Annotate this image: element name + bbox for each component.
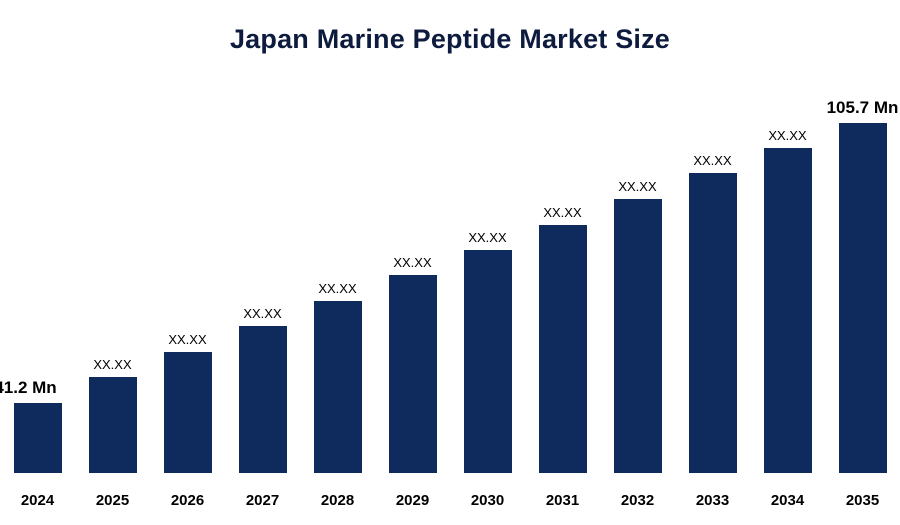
- bar-column-2025: XX.XX 2025: [75, 357, 150, 509]
- bar-2033: [688, 173, 737, 473]
- bar-column-2030: XX.XX 2030: [450, 230, 525, 509]
- bar-column-2026: XX.XX 2026: [150, 332, 225, 509]
- bar-column-2032: XX.XX 2032: [600, 179, 675, 509]
- x-axis-label-2033: 2033: [695, 492, 730, 509]
- bar-value-label-2029: XX.XX: [393, 255, 432, 270]
- bar-column-2034: XX.XX 2034: [750, 128, 825, 509]
- bar-column-2024: 41.2 Mn 2024: [0, 378, 75, 509]
- bar-column-2029: XX.XX 2029: [375, 255, 450, 509]
- bar-value-label-2028: XX.XX: [318, 281, 357, 296]
- x-axis-label-2026: 2026: [170, 492, 205, 509]
- bar-2026: [163, 352, 212, 473]
- x-axis-label-2028: 2028: [320, 492, 355, 509]
- bar-value-label-2025: XX.XX: [93, 357, 132, 372]
- bar-2028: [313, 301, 362, 473]
- x-axis-label-2035: 2035: [845, 492, 880, 509]
- x-axis-label-2027: 2027: [245, 492, 280, 509]
- bar-column-2031: XX.XX 2031: [525, 205, 600, 509]
- bar-2031: [538, 225, 587, 473]
- bar-value-label-2033: XX.XX: [693, 153, 732, 168]
- bar-column-2027: XX.XX 2027: [225, 306, 300, 509]
- bar-2029: [388, 275, 437, 473]
- bar-2025: [88, 377, 137, 473]
- bar-value-label-2032: XX.XX: [618, 179, 657, 194]
- bar-column-2028: XX.XX 2028: [300, 281, 375, 509]
- x-axis-label-2024: 2024: [20, 492, 55, 509]
- bar-column-2033: XX.XX 2033: [675, 153, 750, 509]
- bar-value-label-2030: XX.XX: [468, 230, 507, 245]
- bar-value-label-2035: 105.7 Mn: [826, 98, 899, 117]
- bar-2034: [763, 148, 812, 473]
- bar-column-2035: 105.7 Mn 2035: [825, 98, 900, 509]
- chart-title: Japan Marine Peptide Market Size: [229, 24, 671, 54]
- bar-chart: 41.2 Mn 2024 XX.XX 2025 XX.XX 2026 XX.XX 2027 XX…: [0, 77, 900, 509]
- x-axis-label-2029: 2029: [395, 492, 430, 509]
- bar-2035: [838, 123, 887, 473]
- bar-2027: [238, 326, 287, 473]
- bar-value-label-2031: XX.XX: [543, 205, 582, 220]
- bar-value-label-2034: XX.XX: [768, 128, 807, 143]
- x-axis-label-2030: 2030: [470, 492, 505, 509]
- x-axis-label-2031: 2031: [545, 492, 580, 509]
- bar-2024: [13, 403, 62, 473]
- bar-value-label-2024: 41.2 Mn: [0, 378, 57, 397]
- bar-2030: [463, 250, 512, 473]
- bar-value-label-2026: XX.XX: [168, 332, 207, 347]
- x-axis-label-2034: 2034: [770, 492, 805, 509]
- bar-value-label-2027: XX.XX: [243, 306, 282, 321]
- bar-2032: [613, 199, 662, 473]
- x-axis-label-2032: 2032: [620, 492, 655, 509]
- x-axis-label-2025: 2025: [95, 492, 130, 509]
